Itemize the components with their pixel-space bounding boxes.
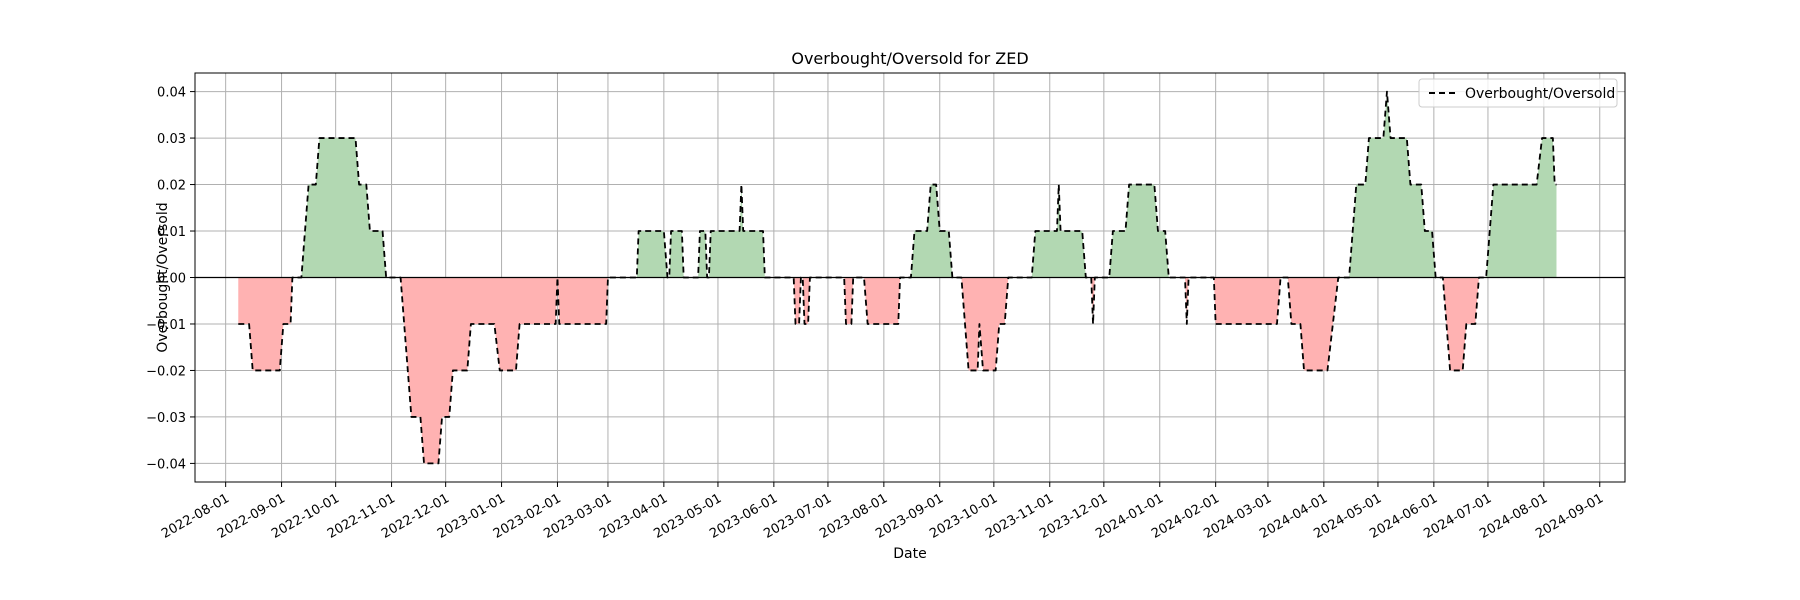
y-tick-label: −0.04 (146, 457, 186, 472)
y-tick-label: 0.04 (157, 86, 186, 101)
y-axis: −0.04 −0.03 −0.02 −0.01 0.00 0.01 0.02 0.03 0.04 (146, 86, 195, 472)
y-tick-label: 0.01 (157, 225, 186, 240)
y-tick-label: −0.01 (146, 318, 186, 333)
y-tick-label: −0.02 (146, 364, 186, 379)
y-tick-label: −0.03 (146, 411, 186, 426)
y-tick-label: 0.00 (157, 272, 186, 287)
legend-label: Overbought/Oversold (1465, 86, 1615, 102)
legend-box (1418, 78, 1618, 108)
y-tick-label: 0.02 (157, 179, 186, 194)
y-tick-label: 0.03 (157, 132, 186, 147)
series-line-layer (238, 90, 1557, 465)
legend: Overbought/Oversold (1418, 78, 1618, 108)
chart-title: Overbought/Oversold for ZED (791, 49, 1028, 68)
x-axis-label: Date (893, 546, 926, 562)
overbought-area (238, 91, 1557, 278)
y-axis-label: Overbought/Oversold (155, 202, 171, 352)
series-line-overbought-oversold (238, 90, 1557, 465)
